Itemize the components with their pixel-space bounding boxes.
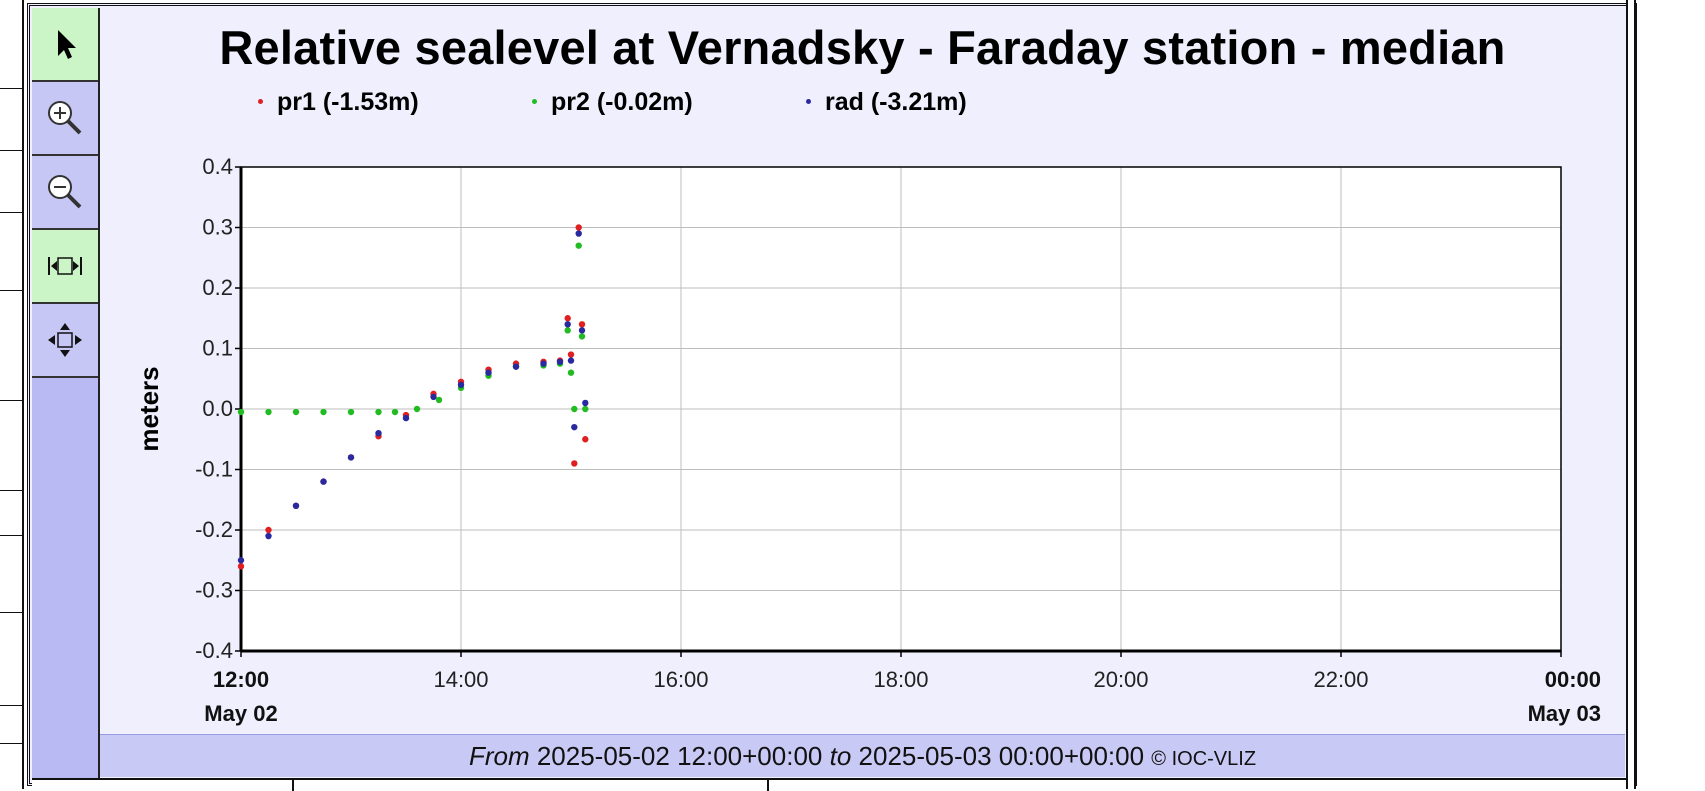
y-tick-label: 0.1 [202, 336, 233, 361]
data-point-2 [571, 423, 578, 431]
x-tick-label: 16:00 [653, 667, 708, 692]
data-point-0 [237, 563, 245, 570]
x-tick-label: 12:00 [213, 667, 269, 692]
data-point-1 [578, 333, 586, 340]
data-point-2 [237, 557, 245, 564]
right-frame-edge [1626, 0, 1636, 789]
data-point-1 [413, 405, 421, 413]
fit-horizontal-tool-button[interactable] [32, 230, 98, 304]
data-point-2 [556, 358, 564, 366]
data-point-2 [564, 321, 571, 328]
legend-item-pr1[interactable]: pr1 (-1.53m) [258, 88, 419, 117]
legend-marker-pr2 [532, 98, 537, 104]
data-point-1 [391, 408, 399, 416]
pointer-tool-button[interactable] [32, 8, 98, 82]
data-point-2 [578, 327, 586, 334]
data-point-2 [575, 230, 582, 237]
to-value: 2025-05-03 00:00+00:00 [858, 741, 1145, 771]
data-point-0 [567, 351, 575, 358]
data-point-0 [578, 321, 586, 328]
x-tick-date-label: May 03 [1528, 701, 1601, 726]
chart-title: Relative sealevel at Vernadsky - Faraday… [219, 21, 1506, 74]
bottom-panel-edge [32, 778, 1626, 791]
data-point-0 [571, 460, 578, 467]
x-tick-date-label: May 02 [204, 701, 277, 726]
data-point-2 [375, 430, 382, 437]
data-point-2 [265, 532, 272, 540]
legend-label-pr2: pr2 (-0.02m) [551, 88, 693, 116]
legend-label-rad: rad (-3.21m) [825, 88, 967, 116]
pointer-icon [58, 30, 76, 59]
x-tick-label: 20:00 [1093, 667, 1148, 692]
y-tick-label: -0.4 [195, 638, 233, 663]
y-tick-label: 0.2 [202, 275, 233, 300]
x-tick-label: 18:00 [873, 667, 928, 692]
data-point-1 [292, 408, 300, 416]
time-range-footer: From 2025-05-02 12:00+00:00 to 2025-05-0… [100, 734, 1625, 777]
data-point-2 [567, 357, 575, 364]
data-point-1 [375, 408, 382, 416]
copyright-notice: © IOC-VLIZ [1151, 748, 1257, 770]
zoom-in-tool-button[interactable] [32, 82, 98, 156]
y-tick-label: 0.3 [202, 215, 233, 240]
y-tick-label: 0.4 [202, 154, 233, 179]
left-panel-edge [0, 0, 24, 789]
data-point-2 [485, 369, 492, 376]
y-tick-label: -0.3 [195, 578, 233, 603]
from-label: From [468, 741, 530, 771]
data-point-2 [292, 502, 300, 509]
data-point-2 [320, 478, 327, 485]
right-panel-background [1638, 0, 1705, 789]
data-point-1 [564, 327, 571, 334]
y-tick-label: -0.1 [195, 457, 233, 482]
data-point-2 [457, 381, 465, 388]
legend-marker-pr1 [258, 98, 263, 104]
zoom-out-icon [48, 175, 82, 209]
data-point-1 [237, 408, 245, 416]
legend-item-pr2[interactable]: pr2 (-0.02m) [532, 88, 693, 117]
fit-all-tool-button[interactable] [32, 304, 98, 378]
x-tick-label: 00:00 [1545, 667, 1601, 692]
fit-all-icon [48, 323, 82, 357]
zoom-out-tool-button[interactable] [32, 156, 98, 230]
data-point-1 [347, 408, 355, 416]
legend-label-pr1: pr1 (-1.53m) [277, 88, 419, 116]
y-tick-label: 0.0 [202, 396, 233, 421]
data-point-2 [430, 393, 437, 401]
data-point-1 [575, 242, 582, 249]
data-point-1 [320, 408, 327, 416]
to-label: to [829, 741, 852, 771]
from-value: 2025-05-02 12:00+00:00 [536, 741, 823, 771]
x-tick-label: 22:00 [1313, 667, 1368, 692]
data-point-0 [265, 526, 272, 534]
data-point-2 [402, 414, 410, 422]
data-point-2 [512, 363, 520, 370]
data-point-1 [265, 408, 272, 416]
data-point-1 [571, 405, 578, 413]
chart-toolbar [32, 8, 100, 778]
data-point-1 [435, 396, 443, 404]
legend-marker-rad [806, 98, 811, 104]
data-point-2 [347, 454, 355, 461]
data-point-0 [564, 315, 571, 322]
x-tick-label: 14:00 [433, 667, 488, 692]
fit-horizontal-icon [48, 257, 82, 275]
y-axis-label: meters [134, 366, 164, 451]
data-point-2 [582, 399, 589, 407]
zoom-in-icon [48, 101, 82, 135]
data-point-1 [567, 369, 575, 376]
data-point-0 [575, 224, 582, 231]
data-point-2 [540, 360, 547, 367]
y-tick-label: -0.2 [195, 517, 233, 542]
legend-item-rad[interactable]: rad (-3.21m) [806, 88, 967, 117]
data-point-0 [582, 436, 589, 443]
data-point-1 [582, 405, 589, 413]
